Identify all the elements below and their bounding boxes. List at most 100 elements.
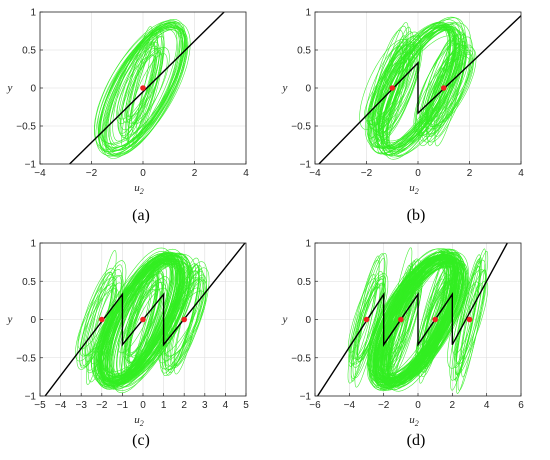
x-tick-label: 2 [450, 400, 456, 411]
trajectory-loop [105, 252, 178, 381]
trajectory-loop [370, 43, 417, 125]
x-tick-label: 3 [202, 400, 208, 411]
x-axis-label-subscript: 2 [415, 187, 419, 196]
staircase-line [318, 14, 521, 164]
trajectory-loop [380, 24, 456, 156]
equilibrium-point [398, 316, 404, 323]
equilibrium-point [389, 85, 396, 91]
y-tick-label: 1 [30, 8, 36, 19]
x-tick-label: 2 [192, 168, 198, 179]
trajectory-loop [431, 41, 467, 130]
x-axis-label: u2 [134, 182, 144, 196]
x-tick-label: −4 [55, 400, 67, 411]
y-tick-label: −0.5 [291, 122, 311, 133]
panel-caption: (a) [132, 207, 150, 224]
trajectory-loop [125, 43, 157, 136]
attractor-trajectory [75, 247, 210, 394]
trajectory-loop [106, 258, 194, 383]
trajectory-loop [457, 250, 489, 391]
trajectory-loop [127, 282, 163, 356]
trajectory-loop [131, 36, 163, 133]
trajectory-loop [368, 254, 456, 381]
trajectory-loop [95, 257, 179, 388]
y-tick-label: 1 [305, 8, 311, 19]
trajectory-loop [420, 45, 471, 138]
x-tick-label: 2 [467, 168, 473, 179]
equilibrium-point [466, 316, 473, 323]
trajectory-loop [380, 35, 461, 150]
x-tick-label: 0 [140, 168, 146, 179]
trajectory-loop [124, 272, 163, 368]
x-axis-label: u2 [409, 182, 419, 196]
x-tick-label: 0 [140, 400, 146, 411]
x-tick-label: 4 [243, 168, 249, 179]
trajectory-loop [455, 283, 477, 364]
y-axis-label: y [282, 82, 288, 94]
trajectory-loop [352, 253, 388, 379]
trajectory-loop [450, 254, 481, 391]
trajectory-loop [376, 257, 458, 389]
trajectory-loop [77, 283, 117, 350]
y-tick-label: −1 [300, 160, 312, 171]
y-tick-label: −0.5 [16, 353, 36, 364]
x-axis-label: u2 [409, 414, 419, 428]
y-tick-label: −1 [300, 392, 312, 403]
trajectory-loop [427, 31, 466, 137]
y-tick-label: 0.5 [22, 46, 36, 57]
trajectory-loop [370, 251, 458, 381]
trajectory-loop [116, 262, 185, 380]
trajectory-loop [159, 270, 201, 370]
equilibrium-point [440, 85, 447, 91]
y-tick-label: −0.5 [291, 353, 311, 364]
panel-caption: (b) [407, 207, 426, 224]
y-tick-label: 0 [30, 84, 36, 95]
equilibrium-point [181, 316, 187, 323]
trajectory-loop [112, 257, 191, 381]
y-tick-label: −1 [25, 392, 37, 403]
trajectory-loop [380, 252, 466, 387]
equilibrium-point [432, 316, 438, 323]
trajectory-loop [161, 279, 205, 362]
trajectory-loop [85, 268, 122, 374]
trajectory-loop [455, 280, 489, 365]
panel-b: −4 −2 0 2 4 −1 −0.5 0 0.5 1 u2 y (b) [282, 8, 525, 225]
x-axis-label-subscript: 2 [140, 419, 144, 428]
trajectory-loop [347, 278, 377, 353]
equilibrium-point [140, 316, 146, 323]
trajectory-loop [102, 20, 180, 159]
trajectory-loop [447, 269, 486, 369]
x-tick-label: −4 [34, 168, 46, 179]
staircase-line [317, 243, 508, 396]
y-tick-label: 0 [30, 315, 36, 326]
trajectory-loop [453, 258, 481, 381]
x-axis-label-subscript: 2 [415, 419, 419, 428]
trajectory-loop [123, 275, 156, 370]
x-axis-label: u2 [134, 414, 144, 428]
trajectory-loop [165, 264, 200, 376]
trajectory-loop [93, 260, 178, 384]
trajectory-loop [372, 22, 451, 148]
x-axis-label-subscript: 2 [140, 187, 144, 196]
trajectory-loop [104, 253, 178, 378]
trajectory-loop [381, 254, 460, 391]
panel-a: −4 −2 0 2 4 −1 −0.5 0 0.5 1 u2 y (a) [7, 8, 250, 225]
equilibrium-point [99, 316, 105, 323]
trajectory-loop [116, 45, 160, 124]
attractor-trajectory [347, 247, 489, 394]
x-tick-label: −2 [96, 400, 108, 411]
x-tick-label: 4 [518, 168, 524, 179]
x-tick-label: 0 [415, 400, 421, 411]
trajectory-loop [109, 252, 191, 392]
panel-caption: (c) [132, 432, 150, 449]
trajectory-loop [127, 41, 155, 129]
trajectory-loop [98, 254, 174, 390]
x-tick-label: 2 [181, 400, 187, 411]
equilibrium-point [140, 85, 146, 91]
x-tick-label: 1 [161, 400, 167, 411]
y-tick-label: 0 [305, 84, 311, 95]
trajectory-loop [348, 273, 376, 367]
x-tick-label: 0 [415, 168, 421, 179]
trajectory-loop [452, 281, 479, 355]
trajectory-loop [427, 34, 460, 146]
